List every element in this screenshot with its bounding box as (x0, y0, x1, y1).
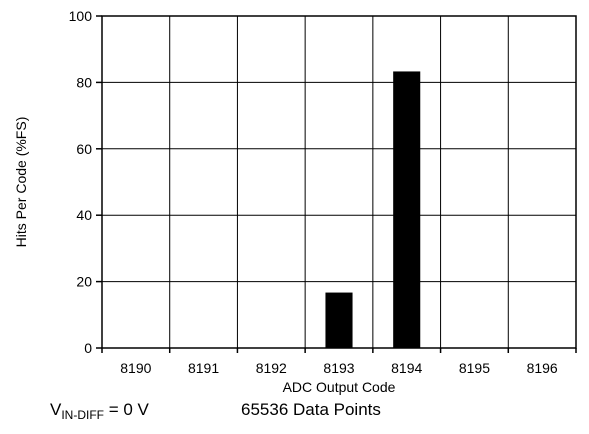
grid-lines (102, 16, 576, 348)
y-axis-ticks: 0 20 40 60 80 100 (69, 8, 102, 356)
y-tick-label: 80 (76, 74, 92, 90)
x-tick-label: 8195 (459, 360, 490, 376)
y-tick-label: 0 (84, 340, 92, 356)
x-tick-label: 8196 (527, 360, 558, 376)
x-axis-title: ADC Output Code (283, 379, 396, 395)
y-tick-label: 20 (76, 274, 92, 290)
y-tick-label: 100 (69, 8, 93, 24)
condition-caption: VIN-DIFF = 0 V (50, 400, 149, 422)
x-tick-label: 8194 (391, 360, 422, 376)
plot-frame (101, 15, 577, 349)
x-tick-label: 8191 (188, 360, 219, 376)
x-tick-label: 8193 (323, 360, 354, 376)
y-axis-title: Hits Per Code (%FS) (13, 117, 29, 248)
x-tick-label: 8192 (256, 360, 287, 376)
condition-value: = 0 V (104, 400, 149, 419)
x-tick-label: 8190 (120, 360, 151, 376)
bar-8193 (325, 292, 353, 348)
y-tick-label: 60 (76, 141, 92, 157)
x-axis-ticks: 8190 8191 8192 8193 8194 8195 8196 (101, 348, 577, 376)
condition-variable: V (50, 400, 62, 419)
bars (325, 71, 421, 348)
bar-8194 (393, 71, 421, 348)
data-points-caption: 65536 Data Points (241, 400, 381, 419)
condition-subscript: IN-DIFF (61, 408, 104, 422)
y-tick-label: 40 (76, 207, 92, 223)
